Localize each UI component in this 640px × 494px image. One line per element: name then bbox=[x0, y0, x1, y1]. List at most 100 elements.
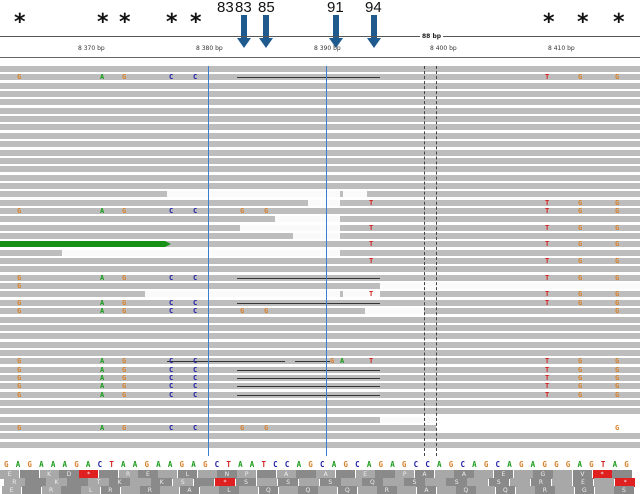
reference-base: G bbox=[343, 460, 348, 469]
deletion-line bbox=[237, 302, 380, 304]
amino-acid: A bbox=[454, 470, 474, 479]
amino-acid: Q bbox=[362, 478, 383, 487]
read-gap bbox=[380, 416, 436, 423]
amino-acid: A bbox=[416, 486, 436, 494]
amino-acid: Q bbox=[495, 486, 515, 494]
mismatch-base: T bbox=[545, 206, 550, 215]
reference-base: A bbox=[296, 460, 302, 469]
amino-acid: V bbox=[572, 470, 592, 479]
reference-base: G bbox=[144, 460, 149, 469]
mismatch-base: A bbox=[100, 273, 105, 282]
mismatch-base: T bbox=[545, 357, 550, 366]
mismatch-base: T bbox=[369, 198, 374, 207]
mismatch-base: T bbox=[545, 298, 550, 307]
amino-acid bbox=[19, 470, 39, 479]
reference-base: C bbox=[273, 460, 278, 469]
mismatch-base: C bbox=[193, 424, 198, 433]
mismatch-base: C bbox=[193, 307, 198, 316]
aligned-read bbox=[0, 166, 640, 173]
variant-star: * bbox=[14, 10, 26, 35]
tick-label: 8 370 bp bbox=[78, 45, 105, 52]
amino-acid: A bbox=[316, 470, 336, 479]
mismatch-base: T bbox=[369, 257, 374, 266]
reference-base: C bbox=[284, 460, 290, 469]
amino-acid bbox=[341, 478, 362, 487]
amino-acid bbox=[130, 478, 151, 487]
mismatch-base: G bbox=[615, 273, 620, 282]
mismatch-base: C bbox=[169, 357, 174, 366]
reference-base: G bbox=[401, 460, 407, 469]
mismatch-base: T bbox=[545, 73, 550, 82]
deletion-line bbox=[237, 369, 380, 371]
amino-acid bbox=[193, 478, 215, 487]
aligned-read bbox=[0, 341, 640, 348]
amino-acid: K bbox=[151, 478, 173, 487]
tick-label: 8 380 bp bbox=[196, 45, 223, 52]
amino-acid bbox=[436, 486, 456, 494]
mismatch-base: G bbox=[578, 365, 583, 374]
amino-acid: E bbox=[493, 470, 513, 479]
amino-acid: A bbox=[276, 470, 296, 479]
mismatch-base: G bbox=[17, 373, 22, 382]
mismatch-base: G bbox=[578, 223, 583, 232]
variant-star: * bbox=[577, 10, 589, 35]
mismatch-base: G bbox=[122, 307, 127, 316]
mismatch-base: G bbox=[578, 273, 583, 282]
deletion-line bbox=[237, 277, 380, 279]
amino-acid: Q bbox=[456, 486, 476, 494]
amino-acid: A bbox=[414, 470, 434, 479]
amino-acid: P bbox=[395, 470, 415, 479]
reference-base: A bbox=[612, 460, 618, 469]
mismatch-base: G bbox=[122, 382, 127, 391]
amino-acid: R bbox=[4, 478, 25, 487]
reference-base: A bbox=[437, 460, 442, 469]
amino-acid: Q bbox=[337, 486, 357, 494]
reference-base: A bbox=[39, 460, 44, 469]
amino-acid: E bbox=[0, 470, 20, 479]
mismatch-base: G bbox=[578, 198, 583, 207]
mismatch-base: C bbox=[169, 424, 174, 433]
reference-base: C bbox=[460, 460, 465, 469]
reference-base: A bbox=[530, 460, 536, 469]
reference-base: T bbox=[109, 460, 114, 469]
amino-acid: R bbox=[41, 486, 61, 494]
mismatch-base: G bbox=[17, 298, 22, 307]
amino-acid bbox=[593, 478, 615, 487]
reference-base: A bbox=[331, 460, 337, 469]
mismatch-base: A bbox=[100, 206, 105, 215]
mismatch-base: G bbox=[615, 382, 620, 391]
variant-star: * bbox=[166, 10, 178, 35]
amino-acid bbox=[199, 486, 219, 494]
amino-acid: L bbox=[177, 470, 197, 479]
mismatch-base: A bbox=[100, 298, 105, 307]
mismatch-base: G bbox=[122, 390, 127, 399]
mismatch-base: T bbox=[369, 223, 374, 232]
reference-base: A bbox=[577, 460, 582, 469]
aligned-read bbox=[0, 258, 640, 265]
reference-base: G bbox=[448, 460, 454, 469]
reference-base: T bbox=[600, 460, 606, 469]
reference-base: C bbox=[495, 460, 501, 469]
amino-acid bbox=[335, 470, 355, 479]
mismatch-base: G bbox=[615, 424, 620, 433]
reference-base: T bbox=[261, 460, 266, 469]
mismatch-base: T bbox=[545, 273, 550, 282]
aligned-read bbox=[0, 266, 640, 273]
mismatch-base: G bbox=[615, 198, 620, 207]
mismatch-base: G bbox=[240, 307, 245, 316]
mismatch-base: G bbox=[615, 223, 620, 232]
mismatch-base: G bbox=[17, 307, 22, 316]
mismatch-base: T bbox=[545, 223, 550, 232]
amino-acid bbox=[553, 470, 573, 479]
marker-label: 91 bbox=[327, 0, 344, 16]
aligned-read bbox=[0, 416, 436, 423]
read-gap bbox=[62, 249, 340, 256]
ruler-line bbox=[0, 36, 640, 37]
span-label: 88 bp bbox=[420, 33, 444, 40]
amino-acid bbox=[278, 486, 298, 494]
amino-acid: D bbox=[59, 470, 79, 479]
mismatch-base: C bbox=[193, 273, 198, 282]
mismatch-base: T bbox=[545, 390, 550, 399]
mismatch-base: C bbox=[169, 373, 174, 382]
